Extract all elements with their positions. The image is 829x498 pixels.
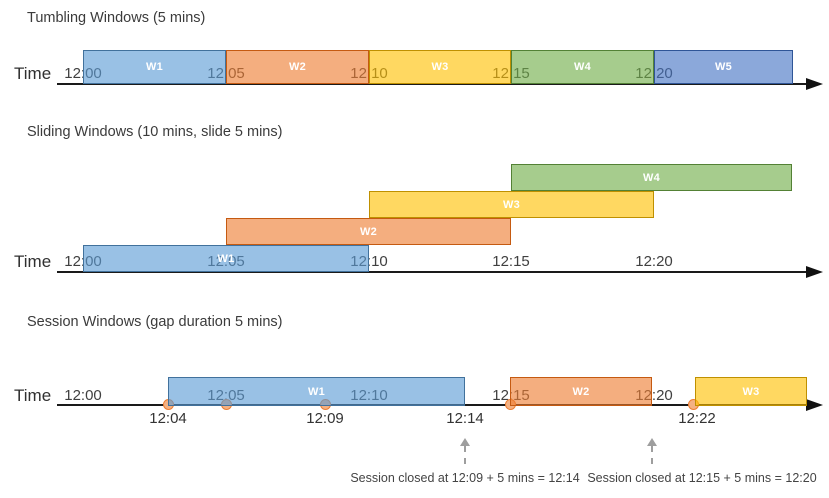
session-time-axis-label: Time xyxy=(14,386,52,405)
tumbling-timeline-arrowhead xyxy=(806,78,823,90)
sliding-window-w3: W3 xyxy=(369,191,654,218)
sliding-tick-1220: 12:20 xyxy=(635,253,673,270)
sliding-title: Sliding Windows (10 mins, slide 5 mins) xyxy=(27,124,283,140)
session-event-label-1209: 12:09 xyxy=(306,410,344,427)
tumbling-window-w2: W2 xyxy=(226,50,369,84)
session-close-arrow-2 xyxy=(646,438,658,464)
arrow-up-icon xyxy=(460,438,470,446)
sliding-timeline xyxy=(57,271,812,273)
tumbling-time-axis-label: Time xyxy=(14,64,52,83)
session-window-w1-label: W1 xyxy=(307,385,326,398)
session-window-w3-label: W3 xyxy=(742,385,760,398)
sliding-window-w4-label: W4 xyxy=(642,171,661,184)
sliding-window-w3-label: W3 xyxy=(502,198,521,211)
tumbling-window-w5: W5 xyxy=(654,50,793,84)
tumbling-window-w3-label: W3 xyxy=(431,61,449,73)
session-window-w2-label: W2 xyxy=(572,385,590,398)
tumbling-window-w4-label: W4 xyxy=(573,61,592,73)
tumbling-window-w5-label: W5 xyxy=(714,61,733,73)
tumbling-window-w1: W1 xyxy=(83,50,226,84)
session-window-w2: W2 xyxy=(510,377,652,406)
session-tick-1200: 12:00 xyxy=(64,387,102,404)
session-timeline-arrowhead xyxy=(806,399,823,411)
dashed-line xyxy=(464,446,466,464)
sliding-window-w2-label: W2 xyxy=(359,225,378,238)
sliding-window-w2: W2 xyxy=(226,218,511,245)
tumbling-window-w2-label: W2 xyxy=(288,61,307,73)
session-close-annotation-2: Session closed at 12:15 + 5 mins = 12:20 xyxy=(587,471,817,485)
session-close-arrow-1 xyxy=(459,438,471,464)
sliding-time-axis-label: Time xyxy=(14,252,52,271)
session-event-label-1222: 12:22 xyxy=(678,410,716,427)
sliding-tick-1215: 12:15 xyxy=(492,253,530,270)
tumbling-window-w3: W3 xyxy=(369,50,511,84)
tumbling-window-w4: W4 xyxy=(511,50,654,84)
session-window-w3: W3 xyxy=(695,377,807,406)
session-close-annotation-1: Session closed at 12:09 + 5 mins = 12:14 xyxy=(350,471,580,485)
session-event-label-1214: 12:14 xyxy=(446,410,484,427)
sliding-window-w1-label: W1 xyxy=(217,252,235,265)
tumbling-title: Tumbling Windows (5 mins) xyxy=(27,10,206,26)
session-window-w1: W1 xyxy=(168,377,465,406)
sliding-window-w1: W1 xyxy=(83,245,369,272)
dashed-line xyxy=(651,446,653,464)
arrow-up-icon xyxy=(647,438,657,446)
session-event-label-1204: 12:04 xyxy=(149,410,187,427)
tumbling-timeline xyxy=(57,83,812,85)
sliding-window-w4: W4 xyxy=(511,164,792,191)
sliding-timeline-arrowhead xyxy=(806,266,823,278)
tumbling-window-w1-label: W1 xyxy=(145,61,164,73)
session-title: Session Windows (gap duration 5 mins) xyxy=(27,314,283,330)
